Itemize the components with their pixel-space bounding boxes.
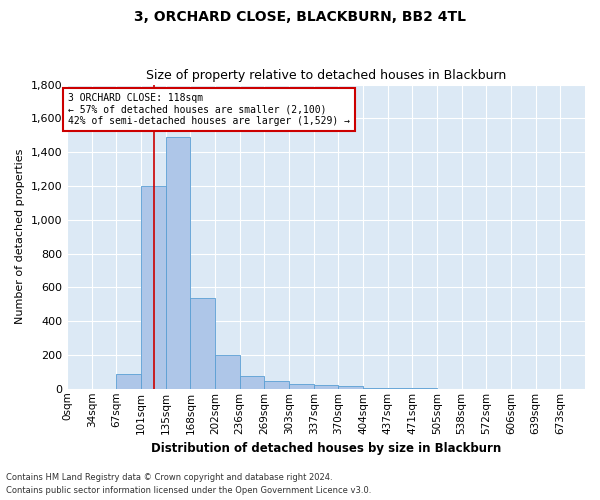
Text: Contains HM Land Registry data © Crown copyright and database right 2024.
Contai: Contains HM Land Registry data © Crown c… xyxy=(6,474,371,495)
Bar xyxy=(215,355,239,389)
Bar xyxy=(363,388,388,389)
Bar xyxy=(314,384,338,389)
Bar xyxy=(166,137,190,389)
Bar xyxy=(190,298,215,389)
Bar xyxy=(338,386,363,389)
Bar xyxy=(265,381,289,389)
Bar xyxy=(116,374,141,389)
Text: 3, ORCHARD CLOSE, BLACKBURN, BB2 4TL: 3, ORCHARD CLOSE, BLACKBURN, BB2 4TL xyxy=(134,10,466,24)
Bar xyxy=(239,376,265,389)
Bar xyxy=(388,388,412,389)
Bar xyxy=(141,186,166,389)
Bar xyxy=(289,384,314,389)
Y-axis label: Number of detached properties: Number of detached properties xyxy=(15,149,25,324)
Text: 3 ORCHARD CLOSE: 118sqm
← 57% of detached houses are smaller (2,100)
42% of semi: 3 ORCHARD CLOSE: 118sqm ← 57% of detache… xyxy=(68,93,350,126)
X-axis label: Distribution of detached houses by size in Blackburn: Distribution of detached houses by size … xyxy=(151,442,501,455)
Title: Size of property relative to detached houses in Blackburn: Size of property relative to detached ho… xyxy=(146,69,506,82)
